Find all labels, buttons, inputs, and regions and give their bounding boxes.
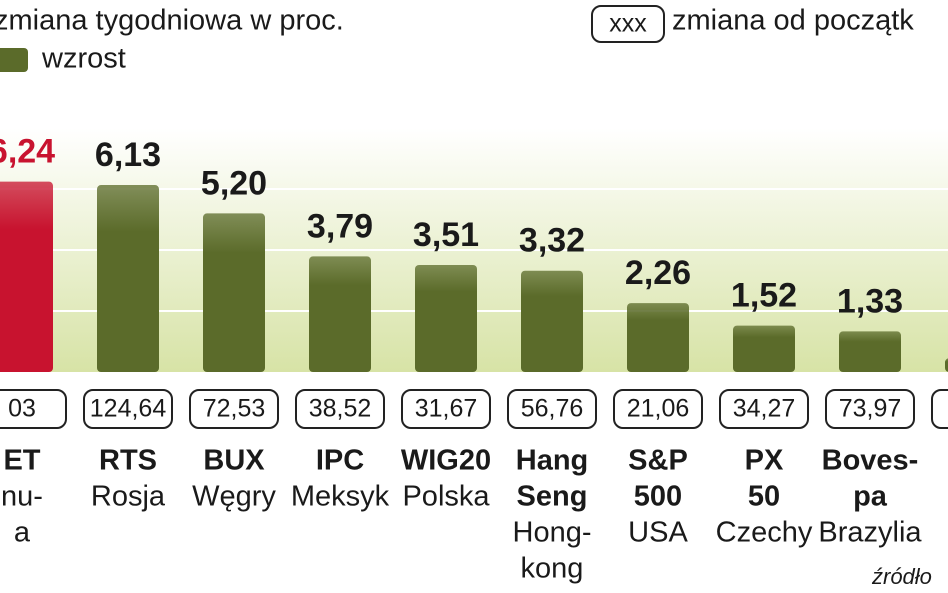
country-label: Czechy — [716, 517, 813, 549]
country-label: Rosja — [91, 481, 166, 513]
bar — [945, 358, 948, 372]
legend-box — [591, 5, 665, 43]
category-label: RTS — [99, 445, 157, 477]
ytd-box — [613, 389, 703, 429]
ytd-box — [189, 389, 279, 429]
category-label: WIG20 — [401, 445, 491, 477]
category-label: BUX — [203, 445, 265, 477]
bar — [839, 331, 901, 372]
category-label: IPC — [316, 445, 364, 477]
ytd-label: 124,64 — [90, 395, 167, 423]
ytd-box — [0, 389, 67, 429]
value-label: 6,24 — [0, 133, 55, 171]
ytd-box — [295, 389, 385, 429]
bar — [97, 185, 159, 372]
ytd-label: 38,52 — [309, 395, 372, 423]
ytd-label: 56,76 — [521, 395, 584, 423]
country-label: Węgry — [192, 481, 276, 513]
bar — [203, 213, 265, 372]
category-label: ET — [3, 445, 40, 477]
ytd-label: 34,27 — [733, 395, 796, 423]
value-label: 1,52 — [731, 277, 797, 315]
ytd-box — [825, 389, 915, 429]
country-label: Brazylia — [818, 517, 922, 549]
ytd-box — [931, 389, 948, 429]
source: źródło — [871, 564, 932, 589]
category-label: pa — [853, 481, 888, 513]
value-label: 5,20 — [201, 164, 267, 202]
ytd-box — [719, 389, 809, 429]
ytd-box — [83, 389, 173, 429]
bar — [521, 270, 583, 372]
category-label: Seng — [517, 481, 588, 513]
category-label: S&P — [628, 445, 688, 477]
country-label: kong — [521, 553, 584, 585]
value-label: 2,26 — [625, 254, 691, 292]
country-label: Hong- — [513, 517, 592, 549]
chart-title: zmiana tygodniowa w proc. — [0, 5, 344, 37]
value-label: 6,13 — [95, 136, 161, 174]
country-label: a — [14, 517, 31, 549]
legend-label: wzrost — [41, 43, 126, 75]
ytd-label: 73,97 — [839, 395, 902, 423]
bar — [627, 303, 689, 372]
category-label: Hang — [516, 445, 589, 477]
category-label: Boves- — [822, 445, 919, 477]
country-label: USA — [628, 517, 688, 549]
category-label: PX — [745, 445, 784, 477]
bar — [415, 264, 477, 372]
country-label: Polska — [402, 481, 490, 513]
legend-box-label: xxx — [609, 10, 647, 38]
legend-box-text: zmiana od początk — [672, 5, 914, 37]
country-label: Meksyk — [291, 481, 390, 513]
ytd-label: 21,06 — [627, 395, 690, 423]
value-label: 1,33 — [837, 282, 903, 320]
ytd-label: 03 — [8, 395, 36, 423]
bar — [309, 256, 371, 372]
bar — [733, 325, 795, 372]
ytd-box — [401, 389, 491, 429]
value-label: 3,32 — [519, 222, 585, 260]
bar — [0, 181, 53, 372]
category-label: 50 — [748, 481, 780, 513]
country-label: nu- — [1, 481, 43, 513]
legend-swatch — [0, 48, 28, 72]
value-label: 3,51 — [413, 216, 479, 254]
ytd-label: 72,53 — [203, 395, 266, 423]
ytd-box — [507, 389, 597, 429]
ytd-label: 31,67 — [415, 395, 478, 423]
value-label: 3,79 — [307, 207, 373, 245]
category-label: 500 — [634, 481, 682, 513]
